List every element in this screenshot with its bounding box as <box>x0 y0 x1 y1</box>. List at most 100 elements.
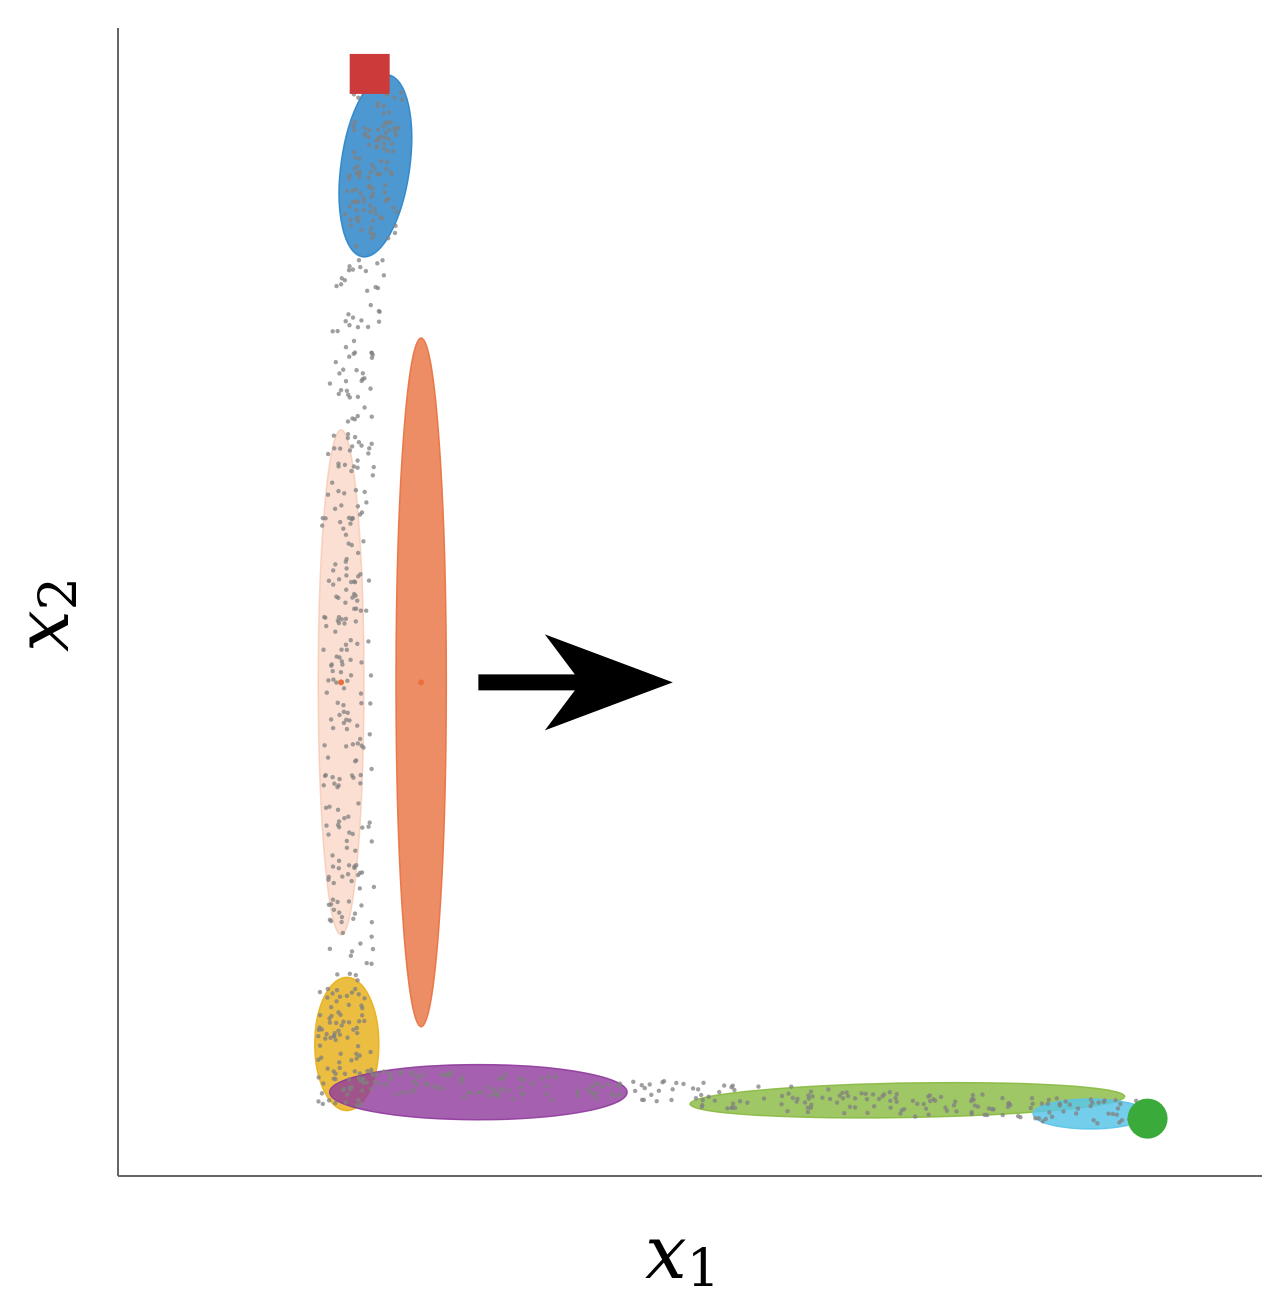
sample-point <box>368 1049 373 1055</box>
sample-point <box>779 1102 784 1107</box>
sample-point <box>440 1086 445 1091</box>
sample-point <box>435 1085 440 1090</box>
sample-point <box>381 141 387 146</box>
sample-point <box>374 1071 379 1077</box>
arrow-head <box>544 634 673 731</box>
sample-point <box>337 371 342 376</box>
sample-point <box>357 1071 362 1076</box>
sample-point <box>351 351 356 357</box>
sample-point <box>342 1071 348 1077</box>
sample-point <box>359 743 364 748</box>
sample-point <box>381 273 387 278</box>
sample-point <box>1054 1096 1060 1101</box>
sample-point <box>327 1020 333 1025</box>
sample-point <box>351 464 357 469</box>
sample-point <box>881 1092 887 1097</box>
sample-point <box>347 971 353 976</box>
sample-point <box>350 742 356 747</box>
sample-point <box>337 655 342 660</box>
sample-point <box>328 1004 334 1010</box>
sample-point <box>970 1092 976 1098</box>
sample-point <box>348 217 353 222</box>
sample-point <box>486 1085 491 1090</box>
sample-point <box>337 712 342 718</box>
sample-point <box>362 126 368 131</box>
sample-point <box>316 1099 321 1104</box>
sample-point <box>383 198 389 203</box>
sample-point <box>346 1002 352 1008</box>
sample-point <box>343 344 349 350</box>
sample-point <box>785 1108 790 1114</box>
sample-point <box>331 582 336 587</box>
sample-point <box>392 95 397 100</box>
sample-point <box>870 1092 876 1097</box>
sample-point <box>518 1076 523 1082</box>
sample-point <box>367 183 372 189</box>
sample-point <box>359 443 364 448</box>
sample-point <box>356 1097 361 1103</box>
sample-point <box>369 162 375 168</box>
sample-point <box>805 1109 811 1115</box>
sample-point <box>349 878 354 884</box>
sample-point <box>859 1091 864 1096</box>
sample-point <box>1088 1103 1093 1109</box>
sample-point <box>345 710 350 716</box>
sample-point <box>317 1043 323 1048</box>
sample-point <box>341 491 347 496</box>
sample-point <box>357 1053 362 1058</box>
sample-point <box>354 1051 359 1057</box>
sample-point <box>366 175 371 180</box>
sample-point <box>374 144 380 149</box>
sample-point <box>717 1089 722 1095</box>
sample-point <box>730 1101 736 1106</box>
sample-point <box>448 1070 453 1075</box>
sample-point <box>986 1106 992 1111</box>
sample-point <box>725 1106 730 1111</box>
sample-point <box>344 587 349 592</box>
sample-point <box>357 736 363 742</box>
sample-point <box>729 1105 735 1110</box>
sample-point <box>1018 1115 1023 1120</box>
sample-point <box>341 702 346 708</box>
sample-point <box>335 899 340 905</box>
sample-point <box>370 352 375 357</box>
sample-point <box>847 1104 853 1109</box>
sample-point <box>1114 1112 1119 1117</box>
sample-point <box>375 127 381 132</box>
sample-point <box>369 839 374 844</box>
sample-point <box>360 371 366 376</box>
sample-point <box>334 1020 339 1026</box>
sample-point <box>398 90 404 95</box>
sample-point <box>341 709 347 715</box>
sample-point <box>842 1111 847 1116</box>
sample-point <box>326 1098 332 1103</box>
sample-point <box>321 647 326 652</box>
sample-point <box>331 568 336 573</box>
sample-point <box>1039 1101 1045 1106</box>
sample-point <box>326 902 332 907</box>
sample-point <box>805 1105 811 1110</box>
sample-point <box>700 1102 705 1108</box>
sample-point <box>352 434 358 440</box>
sample-point <box>385 148 390 154</box>
sample-point <box>368 673 374 678</box>
sample-point <box>356 1019 362 1024</box>
sample-point <box>336 391 341 397</box>
sample-point <box>352 417 358 422</box>
sample-point <box>352 986 358 992</box>
sample-point <box>540 1076 546 1081</box>
sample-point <box>647 1082 652 1087</box>
sample-point <box>320 523 325 528</box>
sample-point <box>701 1080 706 1086</box>
sample-point <box>894 1099 899 1105</box>
sample-point <box>389 141 395 147</box>
sample-point <box>320 515 325 521</box>
sample-point <box>347 718 352 723</box>
sample-point <box>355 325 361 330</box>
sample-point <box>368 302 373 308</box>
sample-point <box>366 578 372 583</box>
sample-point <box>1118 1101 1123 1107</box>
sample-point <box>407 1090 413 1095</box>
sample-point <box>323 1036 328 1041</box>
sample-point <box>352 119 358 125</box>
